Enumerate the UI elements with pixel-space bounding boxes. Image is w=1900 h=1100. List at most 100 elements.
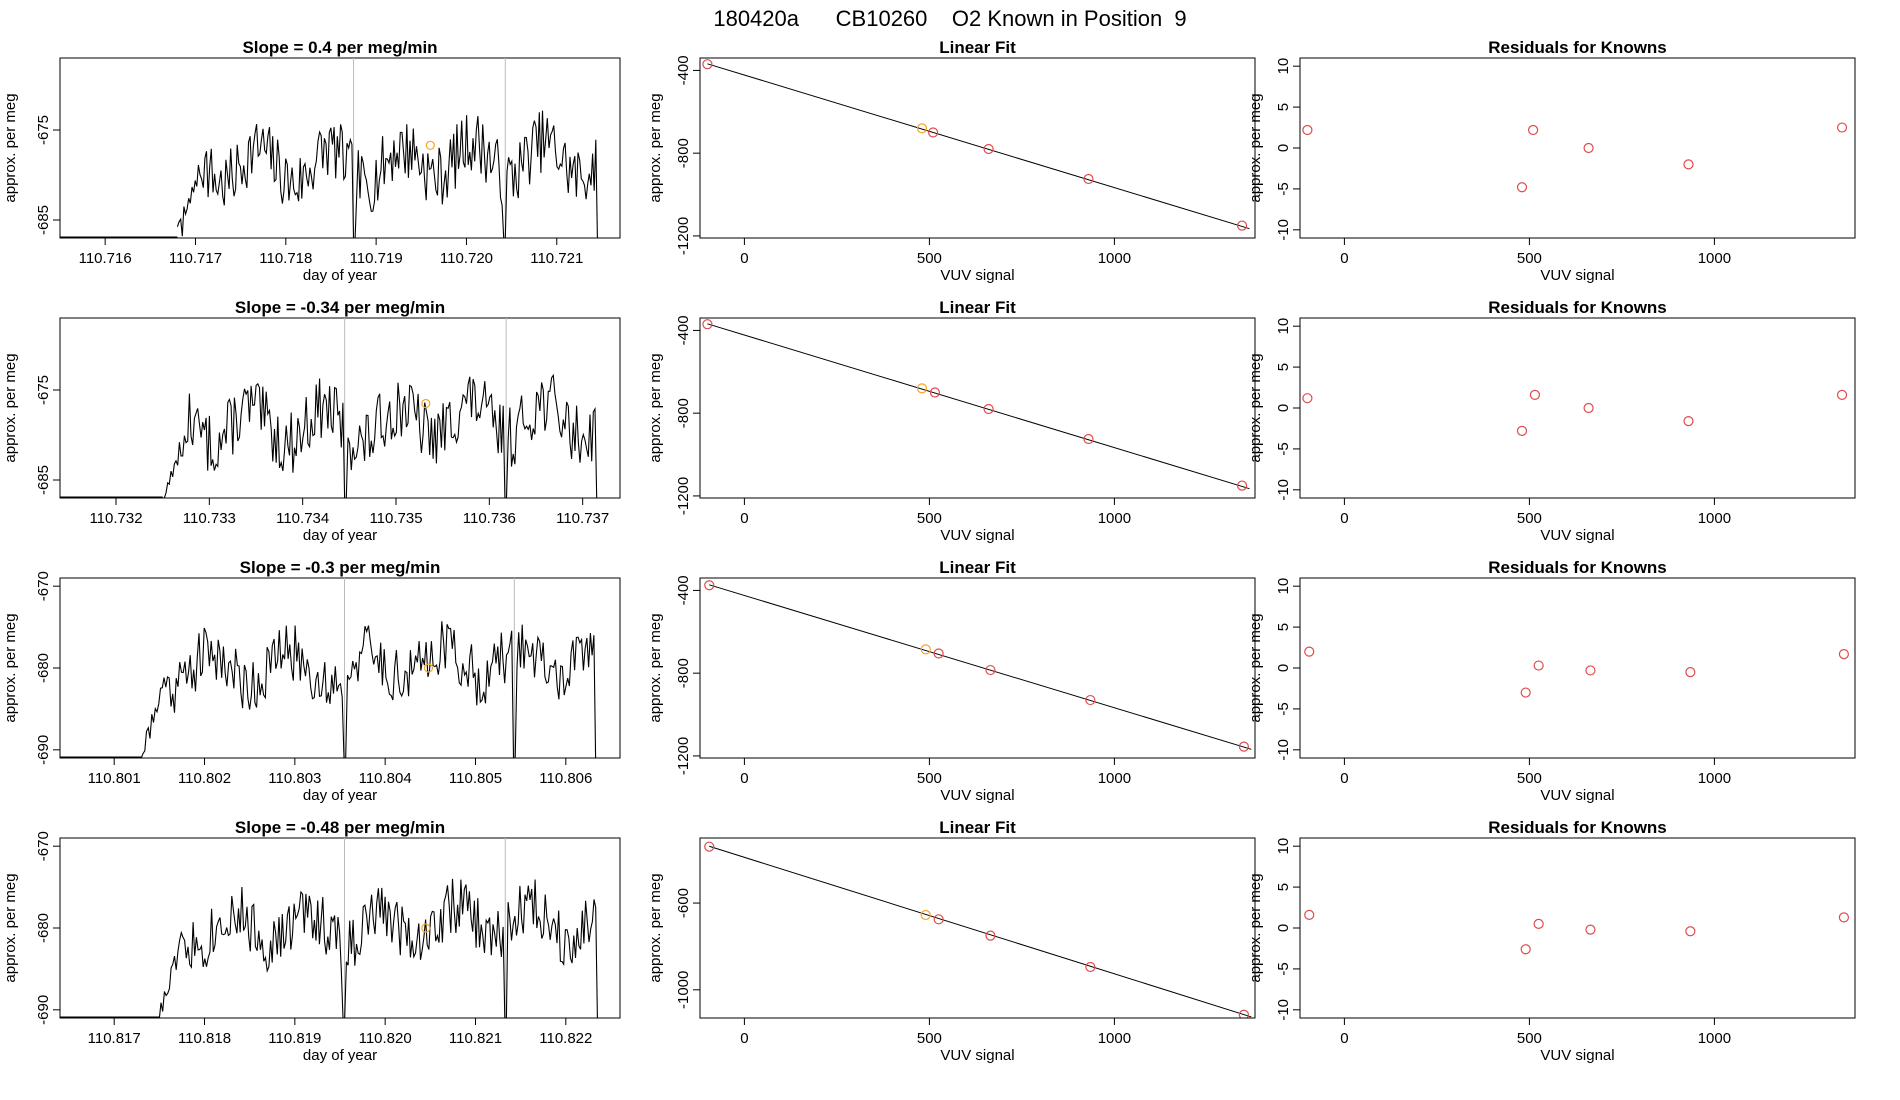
- y-axis-label: approx. per meg: [1247, 613, 1264, 722]
- panel-linear-fit-row-3: Linear Fit 0 500 1000 -400 -800 -1200 VUV signa…: [647, 558, 1256, 804]
- y-tick-label: 5: [1275, 623, 1292, 631]
- plot-data-area: [1302, 389, 1848, 437]
- fit-data-point: [985, 930, 996, 941]
- y-axis-label: approx. per meg: [647, 873, 664, 982]
- y-tick-label: 5: [1275, 883, 1292, 891]
- y-axis-label: approx. per meg: [2, 353, 19, 462]
- fit-data-point: [1085, 961, 1096, 973]
- signal-trace-line: [162, 373, 598, 498]
- plot-data-area: [1304, 646, 1850, 698]
- residual-point: [1520, 687, 1531, 698]
- x-axis-label: VUV signal: [1540, 1047, 1614, 1064]
- x-tick-label: 500: [1517, 510, 1542, 527]
- signal-trace-line: [176, 110, 598, 238]
- residual-point: [1683, 159, 1694, 170]
- y-tick-label: -10: [1275, 219, 1292, 241]
- x-tick-label: 110.821: [449, 1030, 502, 1047]
- y-tick-label: -800: [675, 138, 692, 168]
- fit-data-point: [920, 644, 931, 655]
- residual-point: [1585, 665, 1596, 676]
- residual-point: [1583, 402, 1594, 414]
- fit-data-point: [1083, 433, 1094, 445]
- fit-line: [709, 584, 1252, 750]
- x-tick-label: 500: [917, 250, 942, 267]
- y-tick-label: -685: [35, 465, 52, 495]
- panel-residuals-row-4: Residuals for Knowns 0 500 1000 10 5 0 -5 -10 VUV…: [1247, 818, 1856, 1064]
- panel-title: Residuals for Knowns: [1488, 38, 1667, 57]
- residual-point: [1683, 415, 1694, 427]
- y-axis-label: approx. per meg: [1247, 93, 1264, 202]
- fit-data-point: [702, 59, 713, 70]
- fit-line: [707, 323, 1250, 490]
- plot-frame: [59, 577, 621, 759]
- plot-frame: [699, 57, 1256, 239]
- y-tick-label: -400: [675, 575, 692, 605]
- y-tick-label: -685: [35, 205, 52, 235]
- y-tick-label: -1000: [675, 971, 692, 1009]
- x-tick-label: 110.805: [449, 770, 502, 787]
- plot-frame: [1299, 317, 1856, 499]
- panel-title: Slope = 0.4 per meg/min: [242, 38, 437, 57]
- y-tick-label: 0: [1275, 404, 1292, 412]
- residual-point: [1836, 389, 1848, 401]
- residual-point: [1527, 124, 1539, 136]
- signal-trace-line: [158, 878, 598, 1018]
- x-tick-label: 110.801: [88, 770, 141, 787]
- y-tick-label: -690: [35, 995, 52, 1025]
- fit-data-point: [1238, 1009, 1249, 1018]
- x-tick-label: 110.732: [89, 510, 142, 527]
- x-tick-label: 0: [740, 250, 748, 267]
- y-tick-label: -400: [675, 315, 692, 345]
- fit-line: [709, 845, 1252, 1018]
- panel-title: Slope = -0.34 per meg/min: [235, 298, 445, 317]
- panel-time-series-row-4: Slope = -0.48 per meg/min 110.817 110.818 1…: [2, 818, 621, 1064]
- y-tick-label: 10: [1275, 578, 1292, 595]
- y-axis-label: approx. per meg: [2, 613, 19, 722]
- x-axis-label: VUV signal: [1540, 527, 1614, 544]
- y-tick-label: 10: [1275, 58, 1292, 75]
- fit-data-point: [704, 580, 715, 591]
- known-marker-point: [421, 398, 431, 409]
- plot-frame: [699, 837, 1256, 1019]
- x-tick-label: 110.716: [79, 250, 132, 267]
- residual-point: [1302, 124, 1313, 136]
- x-tick-label: 110.819: [268, 1030, 321, 1047]
- panel-title: Residuals for Knowns: [1488, 818, 1667, 837]
- plot-frame: [59, 837, 621, 1019]
- plot-data-area: [1304, 909, 1850, 955]
- y-axis-label: approx. per meg: [647, 613, 664, 722]
- residual-point: [1583, 142, 1594, 154]
- fit-data-point: [1083, 173, 1094, 185]
- signal-trace-line: [140, 621, 597, 758]
- x-axis-label: VUV signal: [1540, 787, 1614, 804]
- y-tick-label: -1200: [675, 737, 692, 775]
- fit-data-point: [927, 127, 939, 138]
- residual-point: [1516, 425, 1528, 437]
- x-tick-label: 0: [1340, 250, 1348, 267]
- plot-data-area: [700, 59, 1255, 238]
- fit-data-point: [704, 841, 715, 852]
- panel-time-series-row-2: Slope = -0.34 per meg/min 110.732 110.733 1…: [2, 298, 621, 544]
- x-tick-label: 1000: [1698, 250, 1731, 267]
- x-tick-label: 500: [917, 510, 942, 527]
- fit-data-point: [933, 914, 944, 925]
- y-tick-label: 10: [1275, 838, 1292, 855]
- y-tick-label: -1200: [675, 477, 692, 515]
- x-axis-label: VUV signal: [940, 267, 1014, 284]
- residual-point: [1516, 182, 1528, 193]
- x-tick-label: 1000: [1698, 510, 1731, 527]
- x-axis-label: day of year: [303, 787, 377, 804]
- panel-title: Linear Fit: [939, 298, 1016, 317]
- y-tick-label: -10: [1275, 739, 1292, 761]
- plot-data-area: [700, 319, 1255, 498]
- plot-data-area: [700, 841, 1255, 1018]
- y-tick-label: -680: [35, 913, 52, 943]
- residual-point: [1685, 926, 1696, 937]
- plot-frame: [699, 317, 1256, 499]
- x-tick-label: 110.802: [178, 770, 231, 787]
- x-tick-label: 110.817: [88, 1030, 141, 1047]
- x-tick-label: 110.806: [539, 770, 592, 787]
- residual-point: [1838, 912, 1850, 923]
- fit-data-point: [920, 909, 931, 921]
- panel-linear-fit-row-2: Linear Fit 0 500 1000 -400 -800 -1200 VUV signa…: [647, 298, 1256, 544]
